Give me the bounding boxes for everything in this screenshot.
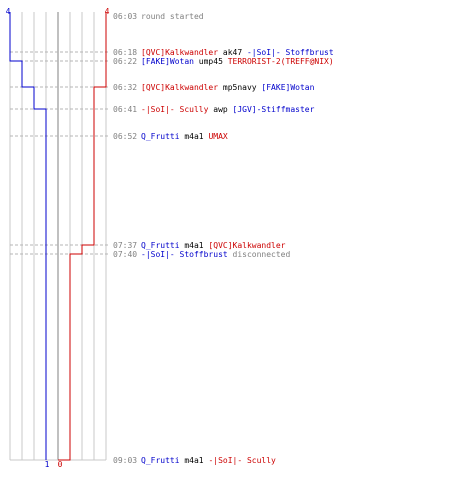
event-text: [FAKE]Wotan ump45 TERRORIST-2(TREFF@NIX) [141, 57, 334, 66]
weapon-name: m4a1 [180, 241, 209, 250]
event-time: 06:22 [113, 57, 137, 66]
player-name: Q_Frutti [141, 456, 180, 465]
player-name: [JGV]-Stiffmaster [233, 105, 315, 114]
weapon-name: m4a1 [180, 132, 209, 141]
weapon-name: mp5navy [218, 83, 261, 92]
event-time: 06:41 [113, 105, 137, 114]
event-text: Q_Frutti m4a1 [QVC]Kalkwandler [141, 241, 286, 250]
event-dash-lines [10, 51, 110, 255]
event-time: 06:32 [113, 83, 137, 92]
event-note: round started [141, 12, 204, 21]
event-text: Q_Frutti m4a1 UMAX [141, 132, 228, 141]
event-row: 06:22 [FAKE]Wotan ump45 TERRORIST-2(TREFF… [113, 57, 334, 66]
event-text: round started [141, 12, 204, 21]
weapon-name: m4a1 [180, 456, 209, 465]
score-bottom-red: 0 [58, 460, 63, 469]
event-row: 06:32 [QVC]Kalkwandler mp5navy [FAKE]Wota… [113, 83, 315, 92]
score-top-red: 4 [105, 7, 110, 16]
player-name: Q_Frutti [141, 132, 180, 141]
player-name: UMAX [208, 132, 227, 141]
player-name: -|SoI|- Scully [208, 456, 276, 465]
player-name: -|SoI|- Stoffbrust [247, 48, 334, 57]
event-row: 07:37 Q_Frutti m4a1 [QVC]Kalkwandler [113, 241, 286, 250]
player-name: Q_Frutti [141, 241, 180, 250]
event-time: 09:03 [113, 456, 137, 465]
event-time: 06:03 [113, 12, 137, 21]
score-labels: 4 4 1 0 [6, 7, 110, 469]
event-row: 06:41 -|SoI|- Scully awp [JGV]-Stiffmaste… [113, 105, 315, 114]
event-text: [QVC]Kalkwandler mp5navy [FAKE]Wotan [141, 83, 315, 92]
player-name: [QVC]Kalkwandler [208, 241, 285, 250]
weapon-name: ump45 [194, 57, 228, 66]
event-time: 07:40 [113, 250, 137, 259]
event-time: 06:52 [113, 132, 137, 141]
event-log: 06:03 round started 06:18 [QVC]Kalkwandler … [113, 12, 334, 465]
event-time: 07:37 [113, 241, 137, 250]
event-row: 06:52 Q_Frutti m4a1 UMAX [113, 132, 228, 141]
event-text: -|SoI|- Scully awp [JGV]-Stiffmaster [141, 105, 315, 114]
player-name: [FAKE]Wotan [261, 83, 314, 92]
event-row: 09:03 Q_Frutti m4a1 -|SoI|- Scully [113, 456, 276, 465]
player-name: [QVC]Kalkwandler [141, 83, 218, 92]
player-name: -|SoI|- Stoffbrust [141, 250, 228, 259]
player-name: -|SoI|- Scully [141, 105, 209, 114]
event-text: Q_Frutti m4a1 -|SoI|- Scully [141, 456, 276, 465]
score-top-blue: 4 [6, 7, 11, 16]
event-row: 06:18 [QVC]Kalkwandler ak47 -|SoI|- Stoff… [113, 48, 334, 57]
event-text: [QVC]Kalkwandler ak47 -|SoI|- Stoffbrust [141, 48, 334, 57]
player-name: [FAKE]Wotan [141, 57, 194, 66]
alive-count-lines [9, 12, 107, 461]
event-row: 06:03 round started [113, 12, 204, 21]
event-text: -|SoI|- Stoffbrust disconnected [141, 250, 291, 259]
t-alive-line [58, 12, 107, 461]
score-bottom-blue: 1 [45, 460, 50, 469]
weapon-name: ak47 [218, 48, 247, 57]
player-name: TERRORIST-2(TREFF@NIX) [228, 57, 334, 66]
weapon-name: awp [208, 105, 232, 114]
ct-alive-line [9, 12, 47, 460]
event-time: 06:18 [113, 48, 137, 57]
event-row: 07:40 -|SoI|- Stoffbrust disconnected [113, 250, 291, 259]
player-count-grid [9, 12, 107, 461]
event-note: disconnected [228, 250, 291, 259]
player-name: [QVC]Kalkwandler [141, 48, 218, 57]
